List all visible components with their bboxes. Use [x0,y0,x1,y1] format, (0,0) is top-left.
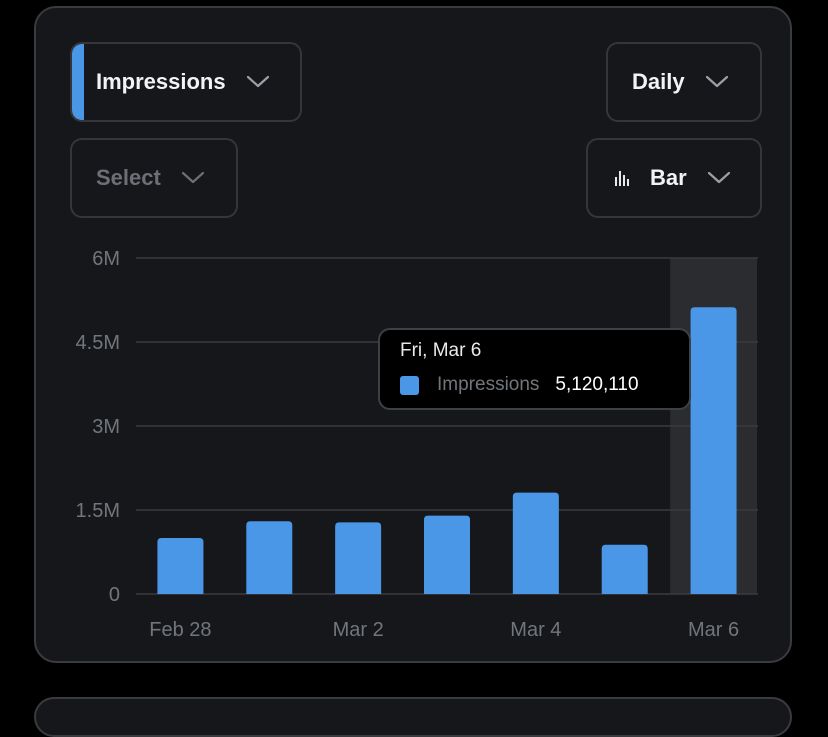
tooltip-value: 5,120,110 [555,374,639,395]
metric-dropdown-label: Impressions [96,69,226,94]
chart-tooltip: Fri, Mar 6 Impressions 5,120,110 [378,328,691,410]
chevron-down-icon [181,171,205,185]
metric-dropdown[interactable]: Impressions [70,42,302,122]
x-tick-label: Mar 2 [333,619,384,641]
analytics-card: Impressions Select Daily Bar 0 1.5 [34,6,792,663]
bar [335,522,382,594]
y-tick-label: 0 [109,584,120,606]
x-tick-label: Mar 4 [510,619,561,641]
chevron-down-icon [707,171,731,185]
y-tick-label: 4.5M [76,332,120,354]
bar [690,307,737,594]
tooltip-series-swatch [400,375,419,395]
y-tick-label: 6M [92,248,120,270]
bar-chart-icon [614,169,632,187]
secondary-metric-dropdown[interactable]: Select [70,138,238,218]
chevron-down-icon [246,75,270,89]
period-dropdown[interactable]: Daily [606,42,762,122]
x-tick-label: Feb 28 [149,619,211,641]
bar [512,492,559,594]
bar [246,521,293,594]
chart-type-dropdown[interactable]: Bar [586,138,762,218]
bar [424,515,470,594]
tooltip-series-name: Impressions [437,374,540,395]
x-tick-label: Mar 6 [688,619,739,641]
secondary-dropdown-label: Select [96,165,161,190]
tooltip-date: Fri, Mar 6 [400,340,482,361]
chart-type-label: Bar [650,165,687,190]
chevron-down-icon [705,75,729,89]
series-color-indicator [72,44,84,120]
y-tick-label: 3M [92,416,120,438]
bar [601,544,648,594]
period-dropdown-label: Daily [632,69,685,94]
tooltip-row: Impressions 5,120,110 [400,374,669,396]
bar [157,538,204,594]
next-card [34,697,792,737]
y-tick-label: 1.5M [76,500,120,522]
